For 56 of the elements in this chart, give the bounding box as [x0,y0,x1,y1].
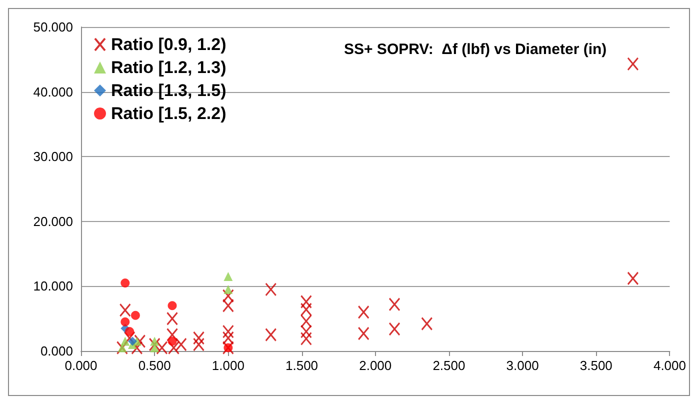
legend-label: Ratio [0.9, 1.2) [111,35,226,54]
x-tick-label: 4.000 [653,358,686,373]
y-tick-label: 30.000 [33,149,73,164]
y-tick-label: 20.000 [33,214,73,229]
point [265,282,277,296]
point [224,343,233,352]
point [265,328,277,342]
point [222,324,234,338]
point [150,336,160,346]
point [148,338,160,352]
point [175,338,187,352]
point [130,310,140,320]
point [131,340,143,355]
x-tick-label: 2.000 [359,358,392,373]
legend-label: Ratio [1.5, 2.2) [111,104,226,123]
x-tick-label: 3.500 [580,358,612,373]
point [166,312,178,326]
point [125,327,134,336]
point [150,343,160,352]
point [116,340,128,355]
x-tick-label: 1.500 [286,358,318,373]
text: SS+ SOPRV: Δf (lbf) vs Diameter (in) [344,41,607,58]
point [128,336,138,346]
x-tick-label: 0.500 [138,358,171,373]
point [224,284,233,294]
point [300,294,312,309]
y-tick-label: 50.000 [33,20,73,34]
y-tick-label: 10.000 [33,278,73,294]
point [192,331,205,345]
point [120,278,130,288]
point [118,343,127,352]
point [168,301,177,310]
point [421,316,433,331]
point [168,336,177,346]
point [388,298,400,312]
x-tick-label: 0.000 [64,358,98,373]
point [224,272,233,281]
point [119,303,131,317]
point [120,317,130,326]
x-tick-label: 1.000 [212,358,244,373]
y-tick-label: 0.000 [40,344,73,358]
point [120,336,130,346]
point [388,322,400,336]
x-tick-label: 3.000 [506,358,539,373]
y-tick-label: 40.000 [33,84,73,100]
point [300,332,312,346]
point [358,326,370,340]
point [134,334,146,348]
point [358,305,370,319]
legend-label: Ratio [1.2, 1.3) [111,58,226,77]
point [192,338,205,352]
x-tick-label: 2.500 [432,358,466,373]
point [627,57,639,71]
point [156,340,168,355]
legend-label: Ratio [1.3, 1.5) [111,81,226,100]
point [627,272,639,286]
